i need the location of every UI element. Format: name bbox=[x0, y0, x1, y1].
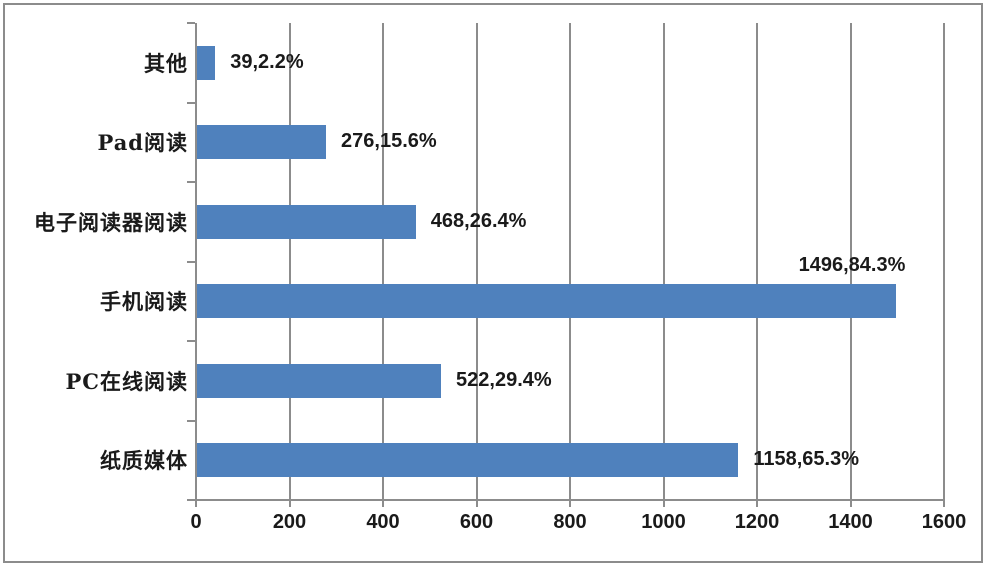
data-label: 1496,84.3% bbox=[798, 254, 906, 277]
x-axis-tick bbox=[195, 500, 197, 507]
data-label: 522,29.4% bbox=[456, 368, 552, 391]
x-axis-tick bbox=[662, 500, 665, 507]
y-axis-tick bbox=[187, 181, 195, 183]
bar-1 bbox=[197, 45, 216, 80]
category-label: PC在线阅读 bbox=[65, 368, 188, 394]
gridline bbox=[756, 23, 758, 500]
x-tick-label: 600 bbox=[459, 511, 494, 533]
x-tick-label: 0 bbox=[190, 511, 202, 533]
x-tick-label: 1600 bbox=[921, 511, 967, 533]
x-tick-label: 1200 bbox=[734, 511, 780, 533]
data-label: 1158,65.3% bbox=[753, 448, 860, 471]
y-axis-tick bbox=[187, 419, 195, 422]
category-label: Pad阅读 bbox=[97, 130, 188, 156]
gridline bbox=[943, 23, 945, 500]
data-label: 276,15.6% bbox=[341, 130, 437, 153]
gridline bbox=[475, 23, 478, 500]
x-tick-label: 400 bbox=[366, 511, 400, 533]
y-axis-tick bbox=[187, 22, 195, 24]
x-axis-tick bbox=[475, 500, 478, 507]
gridline bbox=[849, 23, 852, 500]
x-tick-label: 1000 bbox=[641, 511, 686, 533]
x-tick-label: 1400 bbox=[828, 511, 873, 533]
x-axis-tick bbox=[943, 500, 945, 507]
x-tick-label: 200 bbox=[272, 511, 307, 533]
x-axis-tick bbox=[382, 500, 384, 507]
category-label: 手机阅读 bbox=[100, 289, 188, 315]
x-axis-tick bbox=[756, 500, 758, 507]
bar-4 bbox=[197, 284, 897, 319]
gridline bbox=[569, 23, 571, 500]
data-label: 468,26.4% bbox=[430, 209, 527, 232]
bar-6 bbox=[197, 443, 739, 478]
y-axis-tick bbox=[187, 260, 195, 263]
x-axis-tick bbox=[569, 500, 571, 507]
y-axis-tick bbox=[187, 499, 195, 501]
gridline bbox=[288, 23, 291, 500]
y-axis-line bbox=[195, 23, 197, 500]
gridline bbox=[662, 23, 665, 500]
x-axis-tick bbox=[849, 500, 852, 507]
category-label: 其他 bbox=[144, 50, 188, 76]
x-tick-label: 800 bbox=[553, 511, 587, 533]
x-axis-tick bbox=[288, 500, 291, 507]
bar-5 bbox=[197, 363, 442, 398]
category-label: 电子阅读器阅读 bbox=[34, 209, 188, 235]
x-axis-line bbox=[195, 499, 945, 501]
category-label: 纸质媒体 bbox=[100, 448, 188, 474]
data-label: 39,2.2% bbox=[230, 50, 304, 73]
y-axis-tick bbox=[187, 101, 195, 104]
gridline bbox=[382, 23, 384, 500]
bar-3 bbox=[197, 204, 416, 239]
bar-2 bbox=[197, 125, 327, 160]
y-axis-tick bbox=[187, 340, 195, 342]
